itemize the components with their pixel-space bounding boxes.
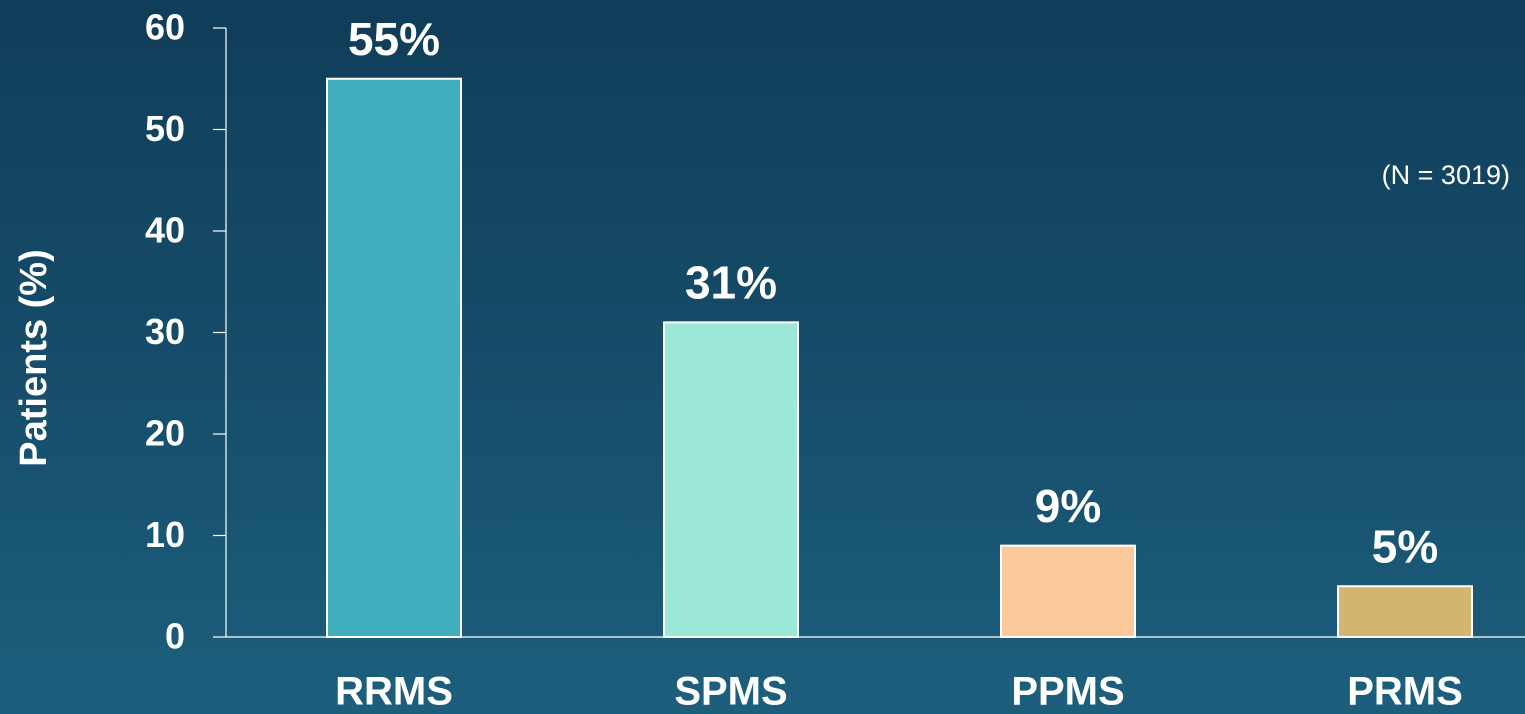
x-tick-label: RRMS (335, 670, 453, 714)
bar (1337, 585, 1473, 638)
y-tick-label: 0 (165, 616, 185, 657)
y-tick-label: 60 (145, 7, 185, 48)
y-axis-label: Patients (%) (13, 249, 55, 466)
y-tick-label: 20 (145, 413, 185, 454)
bar (1000, 544, 1136, 639)
data-label: 9% (1035, 480, 1101, 532)
bar (326, 77, 462, 638)
annotation: (N = 3019) (1382, 160, 1510, 190)
x-tick-label: PPMS (1011, 670, 1124, 714)
x-tick-label: SPMS (674, 670, 787, 714)
data-label: 31% (685, 257, 777, 309)
y-tick-label: 30 (145, 311, 185, 352)
y-tick-label: 40 (145, 210, 185, 251)
y-tick-label: 50 (145, 108, 185, 149)
x-tick-label: PRMS (1347, 670, 1463, 714)
data-label: 5% (1372, 520, 1438, 572)
y-tick-label: 10 (145, 514, 185, 555)
data-label: 55% (348, 13, 440, 65)
bar (663, 321, 799, 638)
